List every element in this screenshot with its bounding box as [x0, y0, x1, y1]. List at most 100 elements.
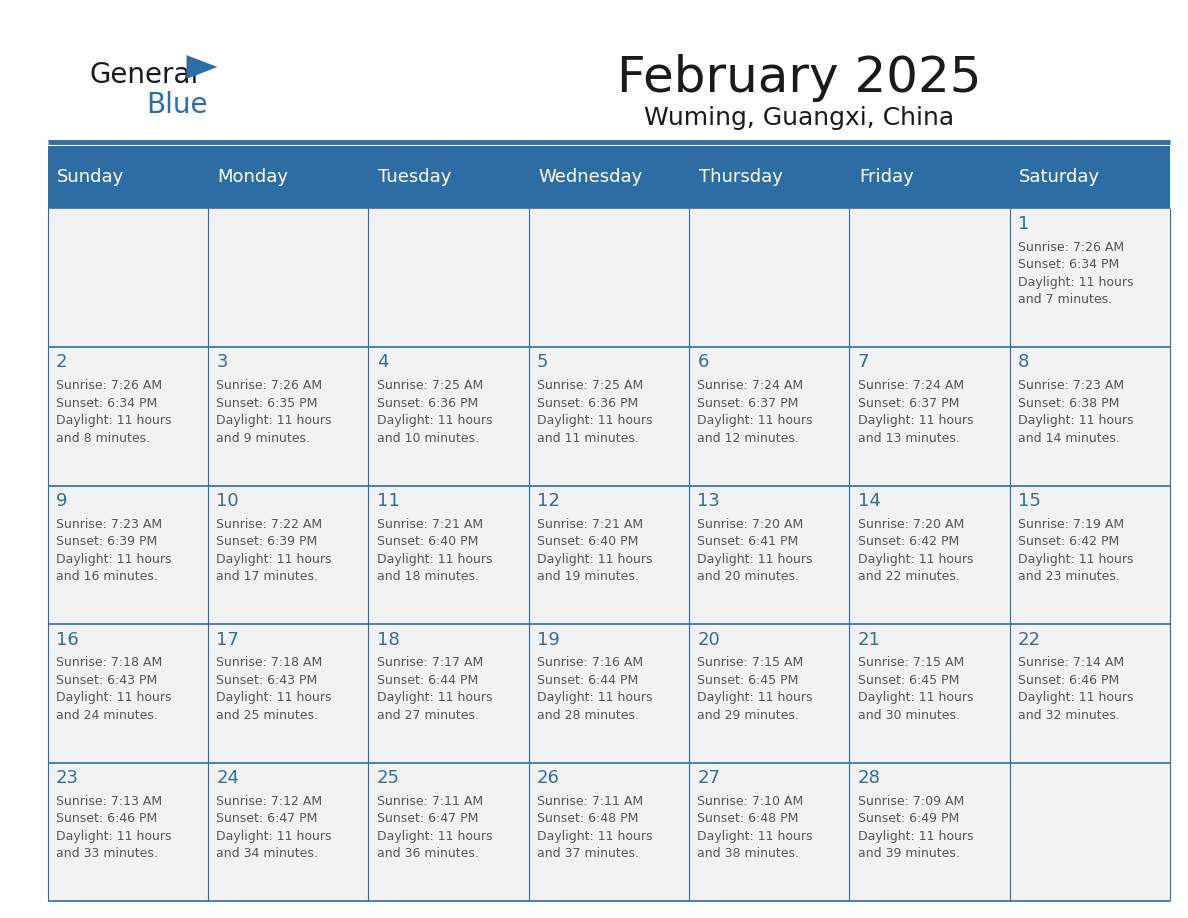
Text: Sunrise: 7:22 AM
Sunset: 6:39 PM
Daylight: 11 hours
and 17 minutes.: Sunrise: 7:22 AM Sunset: 6:39 PM Dayligh…	[216, 518, 331, 583]
Text: Sunrise: 7:26 AM
Sunset: 6:34 PM
Daylight: 11 hours
and 7 minutes.: Sunrise: 7:26 AM Sunset: 6:34 PM Dayligh…	[1018, 241, 1133, 306]
Text: Sunrise: 7:26 AM
Sunset: 6:35 PM
Daylight: 11 hours
and 9 minutes.: Sunrise: 7:26 AM Sunset: 6:35 PM Dayligh…	[216, 379, 331, 444]
Bar	[689, 624, 849, 763]
Text: Sunrise: 7:23 AM
Sunset: 6:39 PM
Daylight: 11 hours
and 16 minutes.: Sunrise: 7:23 AM Sunset: 6:39 PM Dayligh…	[56, 518, 171, 583]
Text: 25: 25	[377, 769, 399, 788]
Text: Sunrise: 7:20 AM
Sunset: 6:42 PM
Daylight: 11 hours
and 22 minutes.: Sunrise: 7:20 AM Sunset: 6:42 PM Dayligh…	[858, 518, 973, 583]
Bar	[48, 208, 208, 347]
Text: Thursday: Thursday	[699, 168, 783, 186]
Bar	[48, 146, 1170, 208]
Text: Sunrise: 7:23 AM
Sunset: 6:38 PM
Daylight: 11 hours
and 14 minutes.: Sunrise: 7:23 AM Sunset: 6:38 PM Dayligh…	[1018, 379, 1133, 444]
Bar	[1010, 624, 1170, 763]
Text: 13: 13	[697, 492, 720, 510]
Text: Saturday: Saturday	[1019, 168, 1100, 186]
Bar	[529, 763, 689, 901]
Text: 8: 8	[1018, 353, 1030, 372]
Text: Sunday: Sunday	[57, 168, 125, 186]
Bar	[1010, 486, 1170, 624]
Bar	[368, 763, 529, 901]
Text: 10: 10	[216, 492, 239, 510]
Bar	[368, 486, 529, 624]
Text: General: General	[89, 62, 198, 89]
Text: 28: 28	[858, 769, 880, 788]
Bar	[689, 486, 849, 624]
Text: 22: 22	[1018, 631, 1041, 649]
Text: Sunrise: 7:25 AM
Sunset: 6:36 PM
Daylight: 11 hours
and 10 minutes.: Sunrise: 7:25 AM Sunset: 6:36 PM Dayligh…	[377, 379, 492, 444]
Text: Monday: Monday	[217, 168, 289, 186]
Text: Blue: Blue	[146, 91, 208, 118]
Bar	[689, 763, 849, 901]
Text: Sunrise: 7:12 AM
Sunset: 6:47 PM
Daylight: 11 hours
and 34 minutes.: Sunrise: 7:12 AM Sunset: 6:47 PM Dayligh…	[216, 795, 331, 860]
Bar	[1010, 347, 1170, 486]
Text: Wuming, Guangxi, China: Wuming, Guangxi, China	[644, 106, 954, 129]
Text: 12: 12	[537, 492, 560, 510]
Bar	[48, 624, 208, 763]
Text: Sunrise: 7:09 AM
Sunset: 6:49 PM
Daylight: 11 hours
and 39 minutes.: Sunrise: 7:09 AM Sunset: 6:49 PM Dayligh…	[858, 795, 973, 860]
Text: 20: 20	[697, 631, 720, 649]
Polygon shape	[187, 55, 217, 79]
Bar	[48, 347, 208, 486]
Text: 3: 3	[216, 353, 228, 372]
Text: 15: 15	[1018, 492, 1041, 510]
Text: Friday: Friday	[859, 168, 914, 186]
Bar	[368, 208, 529, 347]
Text: 5: 5	[537, 353, 549, 372]
Text: 26: 26	[537, 769, 560, 788]
Text: 18: 18	[377, 631, 399, 649]
Bar	[529, 347, 689, 486]
Bar	[1010, 763, 1170, 901]
Bar	[208, 624, 368, 763]
Text: 11: 11	[377, 492, 399, 510]
Text: Sunrise: 7:17 AM
Sunset: 6:44 PM
Daylight: 11 hours
and 27 minutes.: Sunrise: 7:17 AM Sunset: 6:44 PM Dayligh…	[377, 656, 492, 722]
Text: 6: 6	[697, 353, 709, 372]
Text: Sunrise: 7:10 AM
Sunset: 6:48 PM
Daylight: 11 hours
and 38 minutes.: Sunrise: 7:10 AM Sunset: 6:48 PM Dayligh…	[697, 795, 813, 860]
Text: 24: 24	[216, 769, 239, 788]
Bar	[208, 347, 368, 486]
Bar	[208, 763, 368, 901]
Bar	[849, 486, 1010, 624]
Text: 23: 23	[56, 769, 78, 788]
Bar	[529, 208, 689, 347]
Text: February 2025: February 2025	[617, 54, 981, 102]
Bar	[689, 347, 849, 486]
Text: Sunrise: 7:18 AM
Sunset: 6:43 PM
Daylight: 11 hours
and 25 minutes.: Sunrise: 7:18 AM Sunset: 6:43 PM Dayligh…	[216, 656, 331, 722]
Bar	[689, 208, 849, 347]
Text: 27: 27	[697, 769, 720, 788]
Text: 2: 2	[56, 353, 68, 372]
Text: Sunrise: 7:25 AM
Sunset: 6:36 PM
Daylight: 11 hours
and 11 minutes.: Sunrise: 7:25 AM Sunset: 6:36 PM Dayligh…	[537, 379, 652, 444]
Bar	[368, 624, 529, 763]
Text: 1: 1	[1018, 215, 1030, 233]
Text: Tuesday: Tuesday	[378, 168, 451, 186]
Bar	[849, 347, 1010, 486]
Text: Sunrise: 7:18 AM
Sunset: 6:43 PM
Daylight: 11 hours
and 24 minutes.: Sunrise: 7:18 AM Sunset: 6:43 PM Dayligh…	[56, 656, 171, 722]
Text: Sunrise: 7:21 AM
Sunset: 6:40 PM
Daylight: 11 hours
and 19 minutes.: Sunrise: 7:21 AM Sunset: 6:40 PM Dayligh…	[537, 518, 652, 583]
Text: Sunrise: 7:14 AM
Sunset: 6:46 PM
Daylight: 11 hours
and 32 minutes.: Sunrise: 7:14 AM Sunset: 6:46 PM Dayligh…	[1018, 656, 1133, 722]
Text: 9: 9	[56, 492, 68, 510]
Text: Sunrise: 7:19 AM
Sunset: 6:42 PM
Daylight: 11 hours
and 23 minutes.: Sunrise: 7:19 AM Sunset: 6:42 PM Dayligh…	[1018, 518, 1133, 583]
Bar	[849, 208, 1010, 347]
Text: Sunrise: 7:15 AM
Sunset: 6:45 PM
Daylight: 11 hours
and 30 minutes.: Sunrise: 7:15 AM Sunset: 6:45 PM Dayligh…	[858, 656, 973, 722]
Bar	[48, 763, 208, 901]
Text: 14: 14	[858, 492, 880, 510]
Bar	[368, 347, 529, 486]
Text: Sunrise: 7:24 AM
Sunset: 6:37 PM
Daylight: 11 hours
and 12 minutes.: Sunrise: 7:24 AM Sunset: 6:37 PM Dayligh…	[697, 379, 813, 444]
Text: Sunrise: 7:20 AM
Sunset: 6:41 PM
Daylight: 11 hours
and 20 minutes.: Sunrise: 7:20 AM Sunset: 6:41 PM Dayligh…	[697, 518, 813, 583]
Bar	[849, 763, 1010, 901]
Text: 16: 16	[56, 631, 78, 649]
Text: 7: 7	[858, 353, 870, 372]
Text: 4: 4	[377, 353, 388, 372]
Bar	[529, 624, 689, 763]
Bar	[529, 486, 689, 624]
Text: Sunrise: 7:24 AM
Sunset: 6:37 PM
Daylight: 11 hours
and 13 minutes.: Sunrise: 7:24 AM Sunset: 6:37 PM Dayligh…	[858, 379, 973, 444]
Text: Sunrise: 7:11 AM
Sunset: 6:48 PM
Daylight: 11 hours
and 37 minutes.: Sunrise: 7:11 AM Sunset: 6:48 PM Dayligh…	[537, 795, 652, 860]
Text: 19: 19	[537, 631, 560, 649]
Text: Sunrise: 7:13 AM
Sunset: 6:46 PM
Daylight: 11 hours
and 33 minutes.: Sunrise: 7:13 AM Sunset: 6:46 PM Dayligh…	[56, 795, 171, 860]
Text: 17: 17	[216, 631, 239, 649]
Text: Sunrise: 7:15 AM
Sunset: 6:45 PM
Daylight: 11 hours
and 29 minutes.: Sunrise: 7:15 AM Sunset: 6:45 PM Dayligh…	[697, 656, 813, 722]
Bar	[208, 208, 368, 347]
Text: Wednesday: Wednesday	[538, 168, 643, 186]
Text: 21: 21	[858, 631, 880, 649]
Bar	[48, 486, 208, 624]
Text: Sunrise: 7:26 AM
Sunset: 6:34 PM
Daylight: 11 hours
and 8 minutes.: Sunrise: 7:26 AM Sunset: 6:34 PM Dayligh…	[56, 379, 171, 444]
Bar	[849, 624, 1010, 763]
Text: Sunrise: 7:11 AM
Sunset: 6:47 PM
Daylight: 11 hours
and 36 minutes.: Sunrise: 7:11 AM Sunset: 6:47 PM Dayligh…	[377, 795, 492, 860]
